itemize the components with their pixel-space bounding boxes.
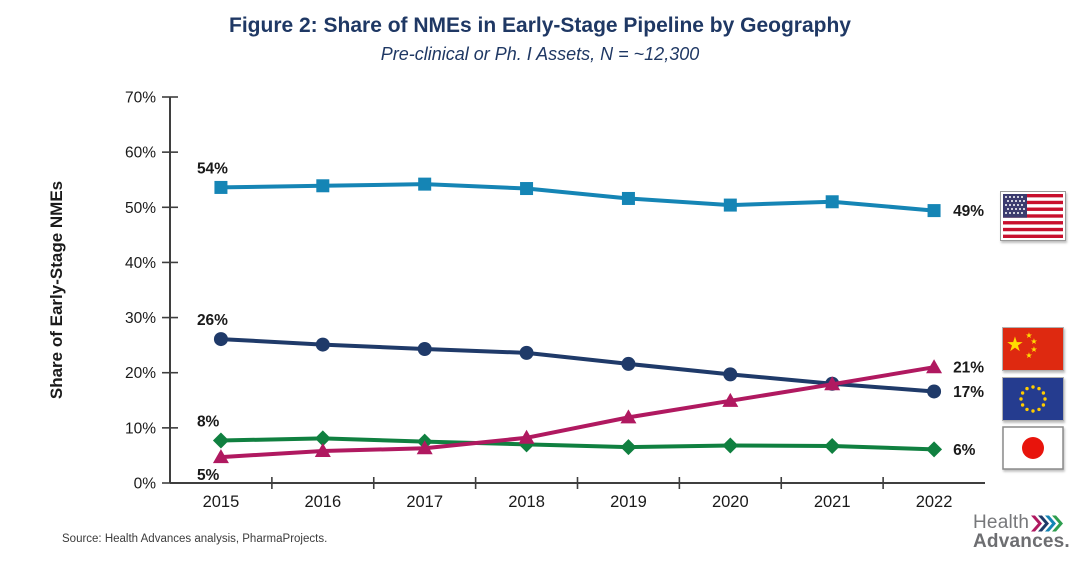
first-value-label: 5% <box>197 467 220 484</box>
x-tick-label: 2016 <box>304 493 341 511</box>
svg-text:★: ★ <box>1025 331 1032 340</box>
y-tick-label: 60% <box>125 145 156 162</box>
chart-subtitle: Pre-clinical or Ph. I Assets, N = ~12,30… <box>380 44 700 64</box>
last-value-label: 49% <box>953 203 984 220</box>
svg-text:★: ★ <box>1025 351 1032 360</box>
logo-chevrons-icon <box>1031 515 1064 531</box>
y-tick-label: 20% <box>125 365 156 382</box>
y-tick-label: 70% <box>125 90 156 107</box>
first-value-label: 54% <box>197 160 228 177</box>
x-tick-label: 2017 <box>406 493 443 511</box>
series-cn <box>212 359 943 464</box>
source-note: Source: Health Advances analysis, Pharma… <box>62 533 328 545</box>
x-tick-label: 2015 <box>203 493 240 511</box>
y-tick-label: 30% <box>125 310 156 327</box>
axes <box>169 97 985 484</box>
first-value-label: 26% <box>197 312 228 329</box>
svg-text:★: ★ <box>1006 334 1024 356</box>
svg-text:★: ★ <box>1030 337 1037 346</box>
y-axis-ticks: 0% 10% 20% 30% 40% 50% 60% 70% <box>125 90 178 493</box>
x-tick-label: 2020 <box>712 493 749 511</box>
eu-flag-icon <box>1002 377 1064 421</box>
svg-text:★: ★ <box>1030 345 1037 354</box>
x-tick-label: 2021 <box>814 493 851 511</box>
usa-flag-icon <box>1000 191 1066 241</box>
japan-flag-icon <box>1002 426 1064 470</box>
health-advances-logo: Health Advances. <box>973 512 1073 553</box>
y-tick-label: 50% <box>125 200 156 217</box>
y-tick-label: 0% <box>134 476 157 493</box>
x-tick-label: 2018 <box>508 493 545 511</box>
x-tick-label: 2022 <box>916 493 953 511</box>
chart-title: Figure 2: Share of NMEs in Early-Stage P… <box>229 14 851 37</box>
x-tick-label: 2019 <box>610 493 647 511</box>
last-value-label: 21% <box>953 360 984 377</box>
logo-text-advances: Advances. <box>973 531 1070 552</box>
x-axis-ticks: 2015 2016 2017 2018 2019 2020 2021 2022 <box>203 477 953 511</box>
first-value-label: 8% <box>197 414 220 431</box>
logo-text-health: Health <box>973 512 1030 533</box>
series-eu <box>213 332 942 399</box>
china-flag-icon: ★ ★ ★ ★ ★ <box>1002 327 1064 371</box>
last-value-label: 17% <box>953 384 984 401</box>
last-value-label: 6% <box>953 442 976 459</box>
y-tick-label: 40% <box>125 255 156 272</box>
y-tick-label: 10% <box>125 420 156 437</box>
series-us <box>214 177 941 218</box>
data-labels: 54% 49% 26% 17% 8% 6% 5% 21% <box>197 160 984 484</box>
